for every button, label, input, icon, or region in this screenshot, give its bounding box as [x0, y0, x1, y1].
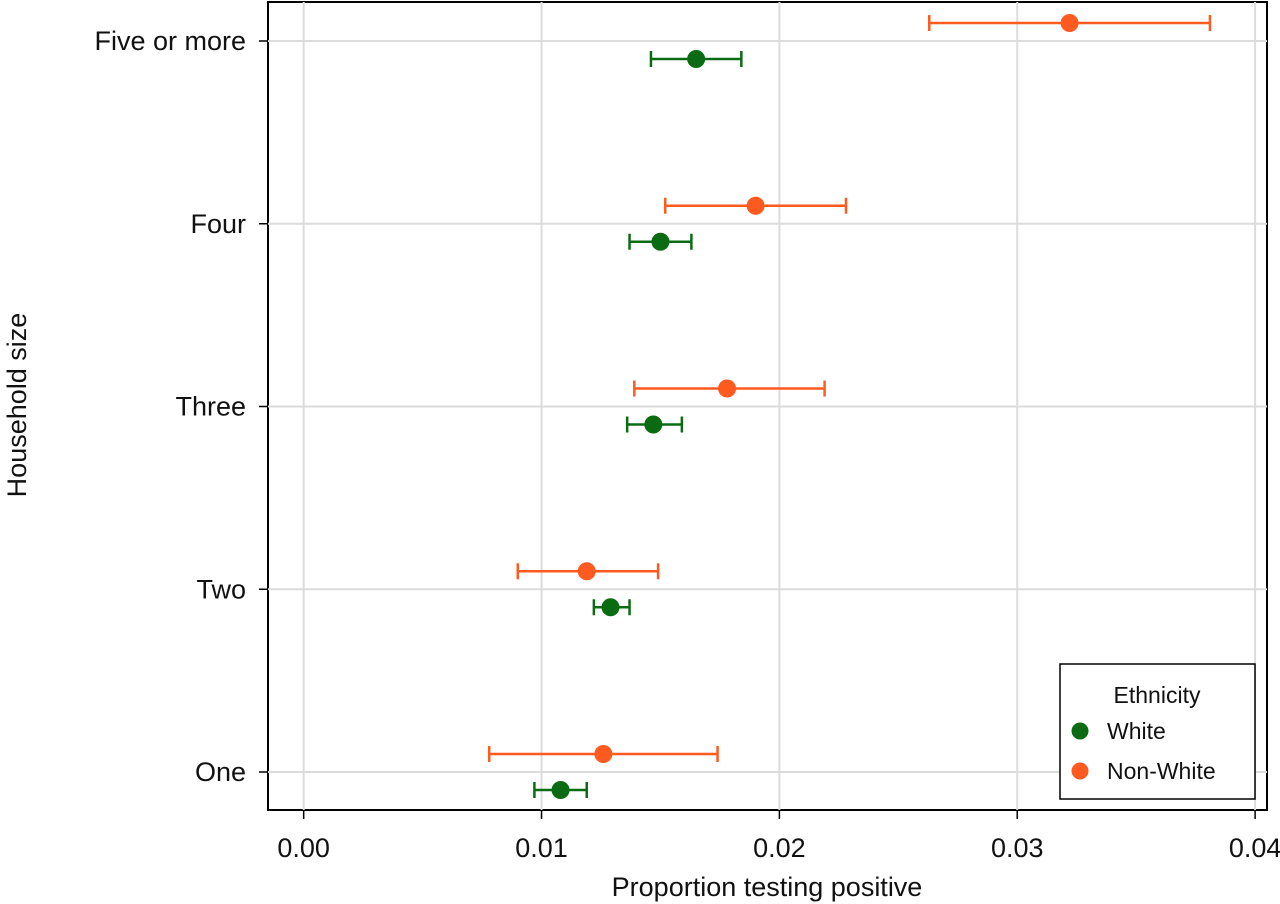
x-tick-label: 0.04 — [1229, 833, 1280, 863]
point-non-white — [594, 745, 613, 763]
y-tick-label: Five or more — [94, 26, 246, 56]
estimate-non-white — [927, 14, 1212, 32]
estimate-white — [533, 781, 588, 799]
legend-marker-white — [1071, 722, 1089, 740]
x-tick-label: 0.02 — [753, 833, 806, 863]
y-tick-label: Two — [196, 574, 246, 604]
estimate-white — [628, 232, 693, 251]
legend-box — [1059, 663, 1256, 800]
x-tick-label: 0.00 — [277, 833, 330, 863]
estimate-non-white — [516, 562, 660, 581]
legend-label-white: White — [1107, 718, 1166, 744]
point-non-white — [577, 562, 596, 581]
estimate-non-white — [487, 745, 719, 763]
data-marks — [487, 14, 1212, 799]
point-non-white — [718, 379, 737, 398]
y-axis-title: Household size — [2, 313, 32, 498]
estimate-white — [649, 50, 743, 68]
x-axis: 0.00 0.01 0.02 0.03 0.04 — [277, 810, 1280, 863]
legend-label-non-white: Non-White — [1107, 758, 1216, 784]
estimate-non-white — [633, 379, 826, 398]
y-axis: One Two Three Four Five or more — [94, 26, 268, 787]
point-white — [687, 50, 706, 68]
point-white — [651, 232, 670, 251]
point-non-white — [746, 196, 765, 215]
x-axis-title: Proportion testing positive — [612, 872, 923, 902]
x-tick-label: 0.01 — [515, 833, 568, 863]
legend-title: Ethnicity — [1114, 682, 1201, 708]
point-white — [601, 598, 620, 617]
legend: Ethnicity White Non-White — [1059, 663, 1256, 800]
x-tick-label: 0.03 — [991, 833, 1044, 863]
y-tick-label: One — [195, 757, 246, 787]
legend-marker-non-white — [1071, 762, 1089, 780]
point-white — [551, 781, 570, 799]
y-tick-label: Three — [175, 392, 246, 422]
point-non-white — [1060, 14, 1079, 32]
estimate-non-white — [663, 196, 848, 215]
estimate-white — [625, 415, 684, 434]
point-white — [644, 415, 663, 434]
y-tick-label: Four — [190, 209, 246, 239]
estimate-white — [592, 598, 631, 617]
